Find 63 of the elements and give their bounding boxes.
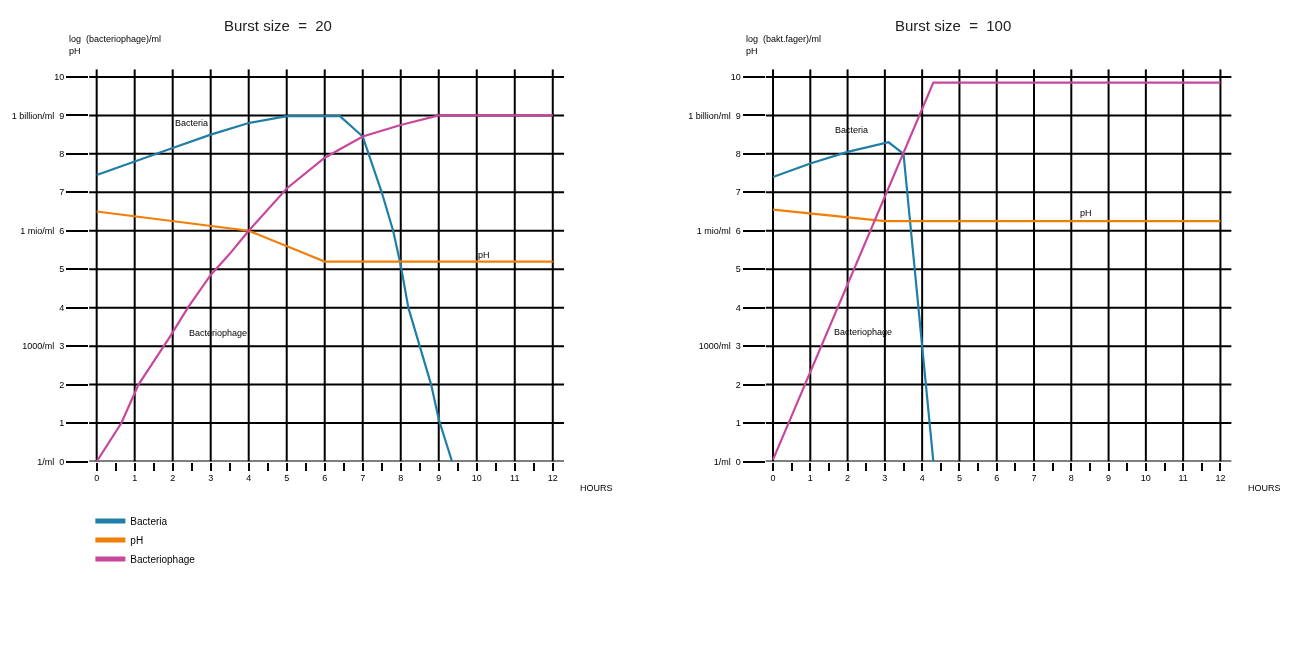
y-tick-label: 8	[735, 148, 741, 159]
y-tick-label: 1/ml 0	[37, 456, 65, 467]
x-tick-label: 1	[132, 473, 138, 484]
x-tick-label: 5	[956, 473, 962, 484]
x-tick-label: 7	[1031, 473, 1037, 484]
x-tick-label: 0	[770, 473, 776, 484]
x-tick-label: 3	[208, 473, 214, 484]
x-tick-label: 12	[1215, 473, 1226, 484]
y-tick-label: 1000/ml 3	[22, 341, 65, 352]
x-tick-label: 0	[94, 473, 100, 484]
x-tick-label: 11	[1178, 473, 1188, 484]
y-tick-label: 1 billion/ml 9	[11, 110, 65, 121]
y-tick-label: 2	[735, 379, 741, 390]
x-tick-label: 10	[1140, 473, 1151, 484]
x-tick-label: 5	[284, 473, 290, 484]
y-tick-label: 10	[730, 72, 741, 83]
x-tick-label: 6	[322, 473, 328, 484]
annotation: Bacteria	[175, 118, 209, 128]
x-tick-label: 9	[436, 473, 442, 484]
legend-label: Bacteriophage	[130, 553, 196, 565]
y-tick-label: 7	[735, 187, 741, 198]
y-tick-label: 1	[735, 418, 741, 429]
y-tick-label: 4	[735, 302, 741, 313]
x-tick-label: 2	[845, 473, 851, 484]
annotation: pH	[1080, 208, 1092, 218]
x-tick-label: 8	[398, 473, 404, 484]
chart-title: Burst size = 20	[224, 17, 332, 34]
y-tick-label: 4	[59, 302, 65, 313]
x-tick-label: 10	[471, 473, 482, 484]
x-tick-label: 12	[547, 473, 558, 484]
y-tick-label: 8	[59, 148, 65, 159]
y-tick-label: 1 mio/ml 6	[20, 225, 65, 236]
y-tick-label: 1/ml 0	[713, 456, 741, 467]
x-tick-label: 4	[246, 473, 252, 484]
y-tick-label: 2	[59, 379, 65, 390]
legend-label: pH	[130, 534, 144, 546]
x-tick-label: 6	[994, 473, 1000, 484]
legend-label: Bacteria	[130, 515, 168, 527]
y-tick-label: 5	[59, 264, 65, 275]
annotation: pH	[478, 250, 490, 260]
x-tick-label: 3	[882, 473, 888, 484]
y-tick-label: 5	[735, 264, 741, 275]
y-tick-label: 1 mio/ml 6	[696, 225, 741, 236]
line-series	[95, 115, 454, 462]
line-series	[771, 141, 935, 462]
x-tick-label: 11	[510, 473, 520, 484]
y-tick-label: 1	[59, 418, 65, 429]
y-tick-label: 7	[59, 187, 65, 198]
x-tick-label: 4	[919, 473, 925, 484]
y-axis-title: log (bacteriophage)/ml pH	[69, 34, 162, 56]
x-tick-label: 1	[807, 473, 813, 484]
x-tick-label: 2	[170, 473, 176, 484]
y-tick-label: 1 billion/ml 9	[688, 110, 741, 121]
x-axis-title: HOURS	[580, 483, 613, 493]
y-tick-label: 10	[54, 72, 65, 83]
y-tick-label: 1000/ml 3	[698, 341, 741, 352]
x-tick-label: 8	[1068, 473, 1074, 484]
line-series	[95, 114, 554, 462]
x-tick-label: 9	[1106, 473, 1112, 484]
y-axis-title: log (bakt.fager)/ml pH	[746, 34, 822, 56]
x-tick-label: 7	[360, 473, 366, 484]
chart-title: Burst size = 100	[895, 17, 1012, 34]
x-axis-title: HOURS	[1248, 483, 1281, 493]
